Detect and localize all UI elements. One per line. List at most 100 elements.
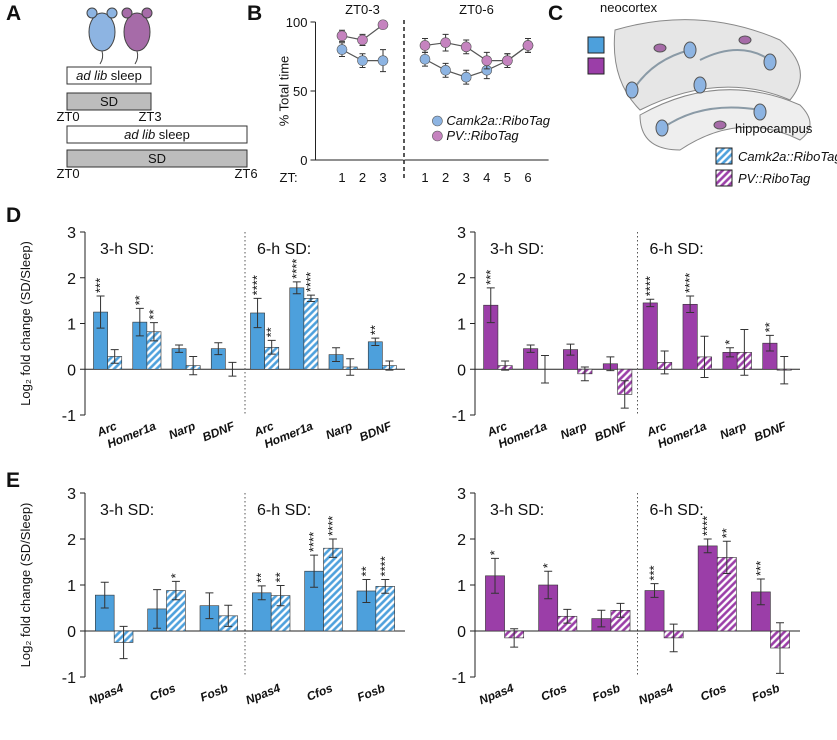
legend-swatch: [715, 147, 733, 165]
sleep-label: ad lib sleep: [124, 127, 190, 142]
group-label: 3-h SD:: [100, 241, 154, 258]
cell: [683, 41, 697, 59]
x-tick-label: Npas4: [637, 681, 676, 708]
chart-title: ZT0-3: [345, 2, 380, 17]
data-point: [502, 55, 513, 66]
series-line: [424, 42, 529, 62]
error-bar: [669, 623, 678, 653]
cell: [713, 120, 727, 130]
error-bar: [135, 307, 144, 337]
significance-label: *: [540, 563, 555, 568]
x-tick-label: Narp: [324, 419, 355, 442]
error-bar: [646, 298, 655, 308]
x-tick-label: 3: [379, 170, 386, 185]
x-tick-label: 4: [483, 170, 490, 185]
error-bar: [362, 578, 371, 603]
y-tick-label: 3: [457, 225, 466, 242]
x-tick-label: 3: [463, 170, 470, 185]
y-tick-label: 1: [67, 578, 76, 595]
error-bar: [660, 350, 669, 375]
data-point: [460, 71, 472, 83]
x-tick-label: Cfos: [305, 681, 335, 704]
legend-label: PV::RiboTag: [446, 128, 519, 143]
significance-label: ****: [303, 272, 318, 292]
data-point: [440, 65, 451, 76]
x-tick-label: Npas4: [87, 681, 126, 708]
y-tick-label: -1: [452, 408, 466, 425]
error-bar: [346, 358, 355, 376]
significance-label: **: [264, 327, 279, 337]
cell: [693, 76, 707, 94]
error-bar: [563, 608, 572, 624]
error-bar: [756, 578, 765, 606]
error-bar: [100, 581, 109, 609]
legend-marker: [432, 130, 443, 142]
y-tick-label: 1: [457, 578, 466, 595]
sd-box: [66, 92, 152, 111]
error-bar: [224, 604, 233, 627]
mouse-ear: [121, 7, 133, 19]
mouse-icon: [123, 12, 151, 52]
significance-label: ****: [325, 516, 340, 536]
legend-marker: [432, 115, 443, 127]
x-tick-label: 2: [442, 170, 449, 185]
x-tick-label: Fosb: [590, 681, 622, 705]
error-bar: [153, 589, 162, 629]
x-tick-label: BDNF: [357, 419, 394, 445]
x-tick-label: Npas4: [477, 681, 516, 708]
data-point: [419, 40, 431, 51]
error-bar: [306, 294, 315, 303]
bar: [682, 303, 698, 370]
data-point: [481, 55, 493, 66]
cell: [625, 81, 639, 99]
significance-label: ****: [377, 556, 392, 576]
error-bar: [171, 580, 180, 601]
panel-a: ad lib sleep SD ZT0 ZT3 ad lib sleep SD …: [56, 7, 258, 181]
x-tick-label: Narp: [558, 419, 589, 442]
zt-label: ZT3: [138, 109, 161, 124]
significance-label: *: [168, 573, 183, 578]
error-bar: [371, 337, 380, 346]
error-bar: [332, 347, 341, 362]
panel-label: A: [6, 2, 21, 25]
x-tick-label: Fosb: [750, 681, 782, 705]
label-part: ad lib: [76, 68, 107, 83]
significance-label: ***: [753, 561, 768, 576]
legend-swatch: [587, 57, 605, 75]
legend-label: PV::RiboTag: [738, 171, 811, 186]
error-bar: [580, 366, 589, 382]
error-bar: [526, 344, 535, 353]
x-tick-label: Cfos: [698, 681, 728, 704]
x-tick-label: 1: [338, 170, 345, 185]
legend-label: Camk2a::RiboTag: [738, 149, 837, 164]
panel-label: C: [548, 2, 563, 25]
y-tick-label: -1: [62, 408, 76, 425]
significance-label: ***: [93, 278, 108, 293]
y-tick-label: -1: [452, 670, 466, 687]
data-point: [377, 55, 389, 66]
significance-label: ****: [700, 516, 715, 536]
panel-label: B: [247, 2, 262, 25]
significance-label: *: [487, 550, 502, 555]
significance-label: **: [254, 573, 269, 583]
group-label: 3-h SD:: [490, 241, 544, 258]
cell: [753, 103, 767, 121]
significance-label: ****: [682, 273, 697, 293]
significance-label: ****: [250, 275, 265, 295]
error-bar: [119, 625, 128, 660]
significance-label: ****: [306, 532, 321, 552]
data-point: [336, 44, 348, 55]
error-bar: [96, 295, 105, 329]
cell: [763, 53, 777, 71]
error-bar: [205, 592, 214, 620]
significance-label: **: [762, 322, 777, 332]
significance-label: **: [146, 309, 161, 319]
mouse-tail: [99, 50, 104, 65]
error-bar: [328, 538, 337, 558]
bar: [697, 545, 718, 632]
bar: [323, 547, 343, 632]
sd-label: SD: [148, 151, 166, 166]
data-point: [336, 30, 348, 42]
error-bar: [381, 578, 390, 594]
y-tick-label: 0: [457, 624, 466, 641]
